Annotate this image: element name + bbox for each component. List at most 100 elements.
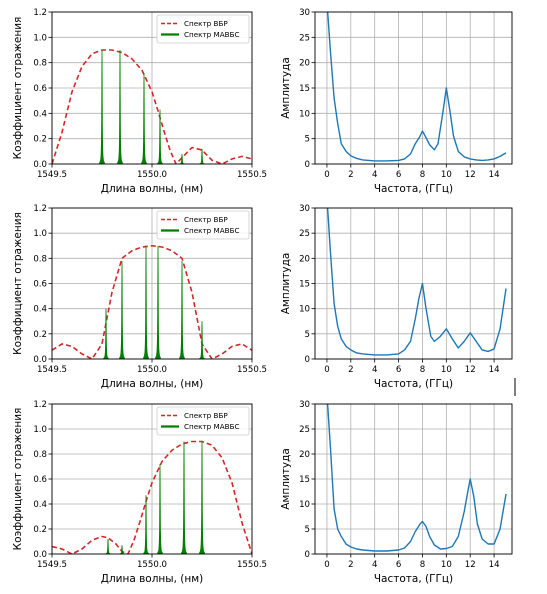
y-tick-label: 1.0 <box>33 229 47 239</box>
y-tick-label: 25 <box>299 425 310 435</box>
y-tick-label: 30 <box>299 8 310 18</box>
x-tick-label: 0 <box>324 170 329 180</box>
x-tick-label: 4 <box>372 560 377 570</box>
chart-panel-5: 1549.5 1550.0 1550.5 0.0 0.2 0.4 0.6 0.8 1.0 1.2 Д… <box>12 400 267 585</box>
mavbs-peak <box>179 260 185 359</box>
y-tick-label: 0 <box>305 550 310 560</box>
x-tick-label: 10 <box>441 170 452 180</box>
x-tick-label: 8 <box>420 170 425 180</box>
legend-box <box>156 210 250 240</box>
x-axis-label: Частота, (ГГц) <box>374 573 453 585</box>
x-tick-label: 1549.5 <box>37 560 67 570</box>
y-axis-label: Амплитуда <box>280 448 292 510</box>
grid <box>315 11 512 165</box>
mavbs-peak <box>199 321 205 359</box>
legend-label: Спектр МАВБС <box>184 30 240 39</box>
mavbs-peak <box>143 495 149 554</box>
x-tick-label: 1550.5 <box>237 170 267 180</box>
mavbs-peak <box>199 441 205 554</box>
y-tick-label: 0.2 <box>33 525 47 535</box>
fbg-spectrum-line <box>52 244 252 359</box>
x-tick-label: 10 <box>441 365 452 375</box>
y-tick-label: 15 <box>299 475 310 485</box>
mavbs-peak <box>103 308 109 359</box>
y-tick-label: 25 <box>299 229 310 239</box>
x-tick-label: 2 <box>348 365 353 375</box>
legend-label: Спектр ВБР <box>184 215 228 224</box>
x-tick-label: 4 <box>372 170 377 180</box>
y-tick-label: 5 <box>305 525 310 535</box>
grid <box>315 207 512 360</box>
x-axis-label: Частота, (ГГц) <box>374 183 453 195</box>
x-tick-label: 8 <box>420 560 425 570</box>
x-tick-label: 2 <box>348 170 353 180</box>
x-axis-label: Длина волны, (нм) <box>101 573 204 585</box>
y-tick-label: 20 <box>299 59 310 69</box>
y-tick-label: 1.0 <box>33 33 47 43</box>
amplitude-line <box>326 12 507 162</box>
y-axis-label: Амплитуда <box>280 57 292 119</box>
y-tick-label: 10 <box>299 109 310 119</box>
y-tick-label: 1.2 <box>33 204 47 214</box>
y-tick-label: 5 <box>305 330 310 340</box>
legend: Спектр ВБР Спектр МАВБС <box>156 406 250 436</box>
plot-area <box>326 208 507 356</box>
mavbs-peak <box>117 49 123 164</box>
chart-panel-1: 1549.5 1550.0 1550.5 0.0 0.2 0.4 0.6 0.8 1.0 1.2 Д… <box>12 8 267 195</box>
x-axis-label: Длина волны, (нм) <box>101 378 204 390</box>
y-tick-label: 30 <box>299 204 310 214</box>
y-tick-label: 0.4 <box>33 305 47 315</box>
y-tick-label: 1.2 <box>33 400 47 410</box>
mavbs-peak <box>99 49 105 164</box>
y-tick-label: 0.6 <box>33 475 47 485</box>
x-tick-label: 14 <box>489 170 500 180</box>
y-tick-label: 0.2 <box>33 135 47 145</box>
y-tick-label: 30 <box>299 400 310 410</box>
mavbs-peak <box>141 72 147 164</box>
x-tick-label: 1550.0 <box>137 560 167 570</box>
grid <box>315 403 512 555</box>
x-tick-label: 1550.0 <box>137 365 167 375</box>
chart-panel-3: 1549.5 1550.0 1550.5 0.0 0.2 0.4 0.6 0.8 1.0 1.2 Д… <box>12 204 267 390</box>
mavbs-peak <box>199 148 205 164</box>
chart-panel-4: 0 2 4 6 8 10 12 14 0 5 10 15 20 25 30 Частота, (ГГц) Амп… <box>280 204 513 390</box>
y-tick-label: 0.0 <box>33 355 47 365</box>
y-tick-label: 0.0 <box>33 160 47 170</box>
y-tick-label: 20 <box>299 450 310 460</box>
x-tick-label: 2 <box>348 560 353 570</box>
y-tick-label: 0.6 <box>33 84 47 94</box>
y-tick-label: 0.4 <box>33 500 47 510</box>
y-tick-label: 5 <box>305 135 310 145</box>
mavbs-peak <box>119 260 125 359</box>
x-tick-label: 8 <box>420 365 425 375</box>
x-tick-label: 1550.5 <box>237 365 267 375</box>
x-tick-label: 6 <box>396 560 401 570</box>
y-tick-label: 20 <box>299 254 310 264</box>
legend: Спектр ВБР Спектр МАВБС <box>156 210 250 240</box>
legend-box <box>156 14 250 44</box>
x-tick-label: 1550.5 <box>237 560 267 570</box>
x-tick-label: 1549.5 <box>37 170 67 180</box>
y-tick-label: 1.2 <box>33 8 47 18</box>
plot-area <box>52 49 252 164</box>
legend-label: Спектр МАВБС <box>184 226 240 235</box>
x-axis-label: Длина волны, (нм) <box>101 183 204 195</box>
y-tick-label: 0.4 <box>33 109 47 119</box>
y-axis-label: Амплитуда <box>280 253 292 315</box>
y-axis-label: Коэффициент отражения <box>12 17 24 160</box>
y-tick-label: 15 <box>299 84 310 94</box>
x-tick-label: 12 <box>465 560 476 570</box>
mavbs-peak <box>143 245 149 359</box>
x-tick-label: 12 <box>465 365 476 375</box>
x-tick-label: 6 <box>396 365 401 375</box>
y-axis-label: Коэффициент отражения <box>12 408 24 551</box>
x-axis-label: Частота, (ГГц) <box>374 378 453 390</box>
y-tick-label: 10 <box>299 305 310 315</box>
y-tick-label: 15 <box>299 280 310 290</box>
y-tick-label: 0 <box>305 355 310 365</box>
y-tick-label: 0.8 <box>33 59 47 69</box>
plot-area <box>326 12 507 162</box>
x-tick-label: 14 <box>489 560 500 570</box>
x-tick-label: 1550.0 <box>137 170 167 180</box>
